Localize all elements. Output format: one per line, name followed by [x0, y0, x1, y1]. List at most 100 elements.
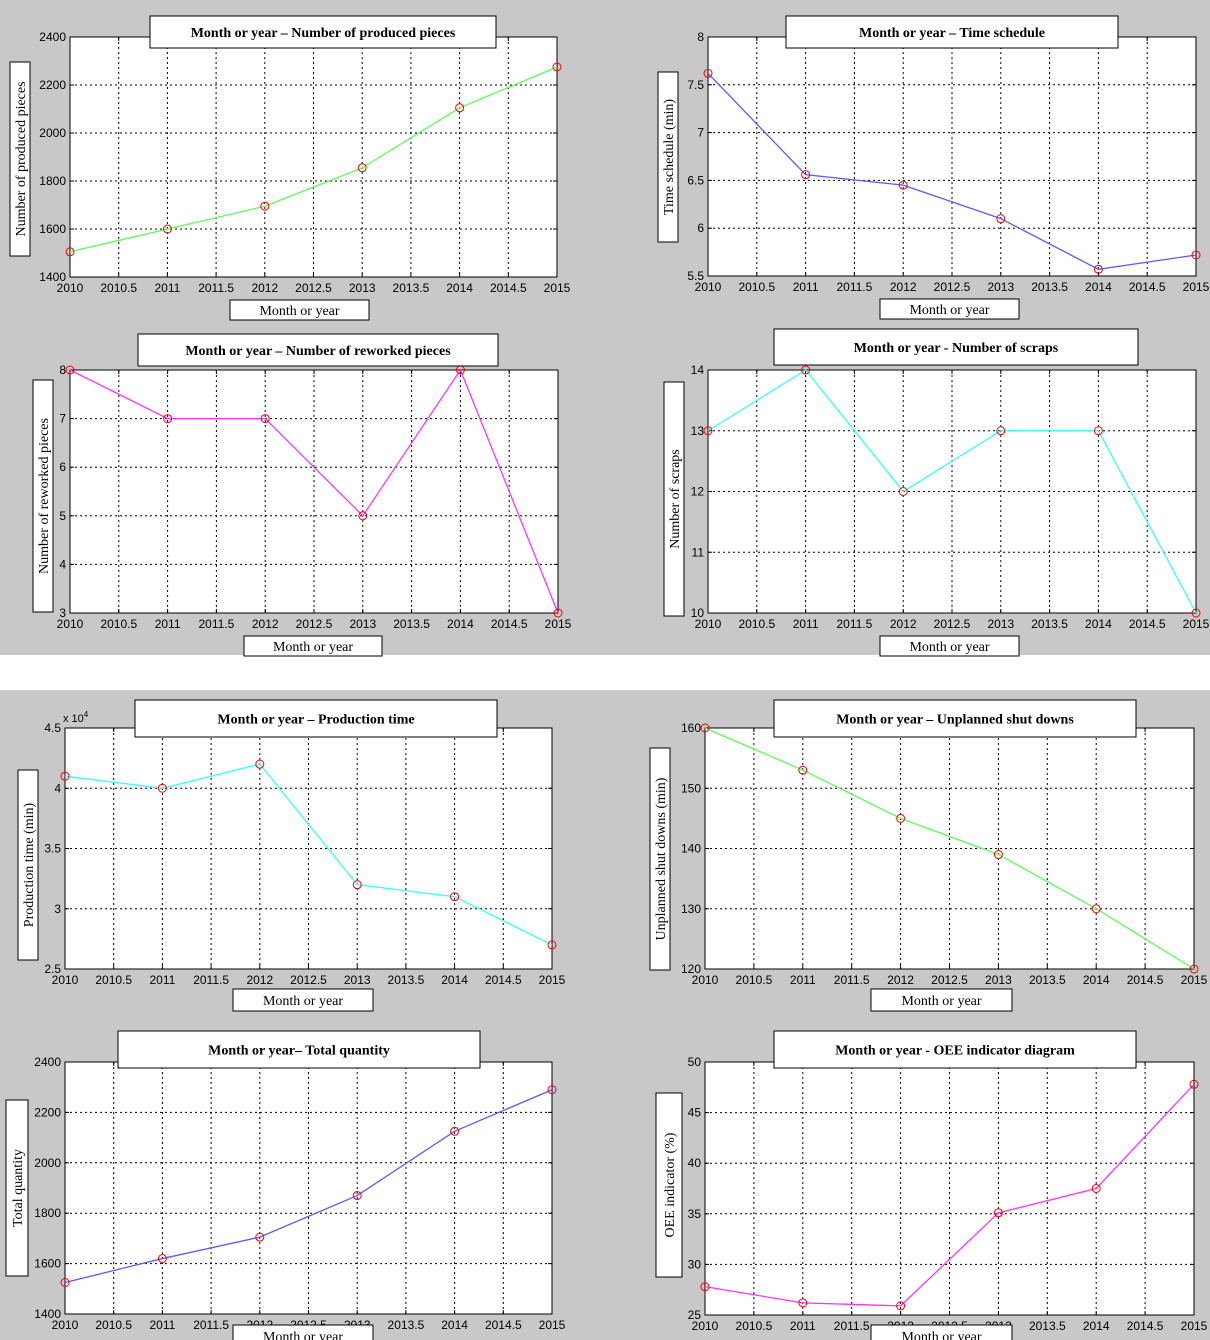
data-point: [898, 487, 908, 496]
y-tick-label: 4.5: [44, 721, 61, 735]
x-tick-label: 2011.5: [834, 973, 870, 987]
data-point: [65, 365, 75, 375]
x-tick-label: 2011: [790, 1319, 816, 1333]
x-tick-label: 2011: [793, 280, 819, 294]
data-point: [162, 224, 172, 234]
x-tick-label: 2013.5: [393, 281, 430, 295]
chart-title: Month or year – Time schedule: [859, 26, 1045, 41]
series-line: [707, 72, 1197, 270]
x-tick-label: 2013: [344, 973, 371, 987]
x-tick-label: 2010: [57, 281, 84, 295]
data-point: [700, 1282, 710, 1292]
y-axis-label: Time schedule (min): [662, 99, 677, 215]
x-tick-label: 2014.5: [485, 973, 522, 987]
data-point: [60, 771, 70, 781]
y-axis-label: OEE indicator (%): [663, 1132, 678, 1237]
title-box: [117, 1030, 481, 1069]
data-point: [163, 414, 173, 424]
y-tick-label: 3: [59, 606, 66, 620]
chart-3: 2010 2010.5 2011 2011.5 2012 2012.5 2013 2013.5…: [32, 333, 572, 657]
y-exponent-label: x 104: [63, 710, 89, 725]
data-point: [700, 723, 710, 733]
y-tick-label: 140: [681, 842, 701, 856]
x-tick-label: 2012.5: [295, 281, 332, 295]
data-point: [1093, 426, 1103, 436]
chart-title: Month or year– Total quantity: [208, 1044, 390, 1059]
data-point: [260, 414, 270, 424]
y-tick-label: 4: [59, 557, 66, 571]
data-point: [993, 1208, 1003, 1218]
series-line: [704, 727, 1195, 970]
x-tick-label: 2011.5: [834, 1319, 870, 1333]
y-tick-label: 8: [59, 363, 66, 377]
x-label-box: [879, 635, 1020, 657]
x-tick-label: 2015: [545, 617, 572, 631]
x-label-box: [870, 1324, 1013, 1340]
data-point: [996, 426, 1006, 436]
y-tick-label: 13: [691, 424, 705, 438]
x-tick-label: 2013: [985, 973, 1012, 987]
y-label-box: [649, 747, 671, 971]
x-tick-label: 2014.5: [1129, 280, 1166, 294]
data-point: [1189, 1079, 1199, 1089]
chart-8: 20102010.520112011.520122012.520132013.5…: [655, 1030, 1208, 1340]
y-tick-label: 25: [688, 1308, 702, 1322]
y-tick-label: 50: [688, 1055, 702, 1069]
x-label-box: [229, 299, 370, 321]
series-line: [69, 66, 558, 253]
x-tick-label: 2011.5: [193, 1318, 229, 1332]
y-tick-label: 6.5: [687, 173, 704, 187]
chart-title: Month or year – Number of produced piece…: [191, 26, 456, 41]
data-point: [996, 214, 1006, 224]
x-tick-label: 2012.5: [931, 973, 968, 987]
x-tick-label: 2011.5: [193, 973, 229, 987]
y-tick-label: 160: [681, 721, 701, 735]
y-tick-label: 2000: [39, 126, 66, 140]
x-tick-label: 2011.5: [198, 281, 234, 295]
x-tick-label: 2015: [539, 1318, 566, 1332]
x-tick-label: 2015: [1181, 973, 1208, 987]
title-box: [134, 699, 498, 738]
x-tick-label: 2011: [793, 617, 819, 631]
x-tick-label: 2013: [349, 617, 376, 631]
x-label-box: [870, 988, 1013, 1012]
series-line: [64, 1089, 553, 1284]
y-axis-label: Total quantity: [11, 1149, 26, 1227]
x-tick-label: 2011: [149, 973, 175, 987]
data-point: [260, 201, 270, 211]
data-point: [547, 1085, 557, 1095]
x-tick-label: 2014.5: [491, 617, 528, 631]
x-axis-label: Month or year: [901, 1330, 981, 1340]
x-axis-label: Month or year: [263, 994, 343, 1009]
x-tick-label: 2014: [1083, 973, 1110, 987]
x-tick-label: 2010.5: [95, 1318, 132, 1332]
series-line: [64, 763, 553, 946]
y-tick-label: 1400: [34, 1307, 61, 1321]
y-exponent-power: 4: [84, 710, 89, 719]
y-tick-label: 2200: [39, 78, 66, 92]
chart-4: 2010 2010.5 2011 2011.5 2012 2012.5 2013 2013.5…: [663, 328, 1210, 657]
x-tick-label: 2011.5: [836, 617, 872, 631]
chart-5: 2010 2010.5 2011 2011.5 2012 2012.5 2013 2013.5…: [17, 699, 566, 1012]
y-tick-label: 1600: [39, 222, 66, 236]
chart-title: Month or year – Unplanned shut downs: [836, 713, 1074, 728]
x-label-box: [232, 1324, 374, 1340]
data-point: [157, 783, 167, 793]
x-tick-label: 2011.5: [198, 617, 234, 631]
y-tick-label: 3.5: [44, 842, 61, 856]
x-tick-label: 2013.5: [1029, 973, 1066, 987]
y-tick-label: 10: [691, 606, 705, 620]
y-tick-label: 2400: [34, 1055, 61, 1069]
data-point: [801, 365, 811, 375]
y-tick-label: 6: [697, 221, 704, 235]
y-tick-label: 1600: [34, 1257, 61, 1271]
data-point: [993, 850, 1003, 860]
data-point: [1091, 1184, 1101, 1193]
data-point: [798, 1298, 808, 1308]
y-label-box: [657, 71, 679, 243]
data-point: [357, 163, 367, 173]
x-tick-label: 2013.5: [1031, 280, 1068, 294]
chart-6: 2010 2010.5 2011 2011.5 2012 2012.5 2013 2013.5…: [649, 699, 1208, 1012]
x-tick-label: 2015: [1183, 280, 1210, 294]
data-point: [352, 880, 362, 890]
